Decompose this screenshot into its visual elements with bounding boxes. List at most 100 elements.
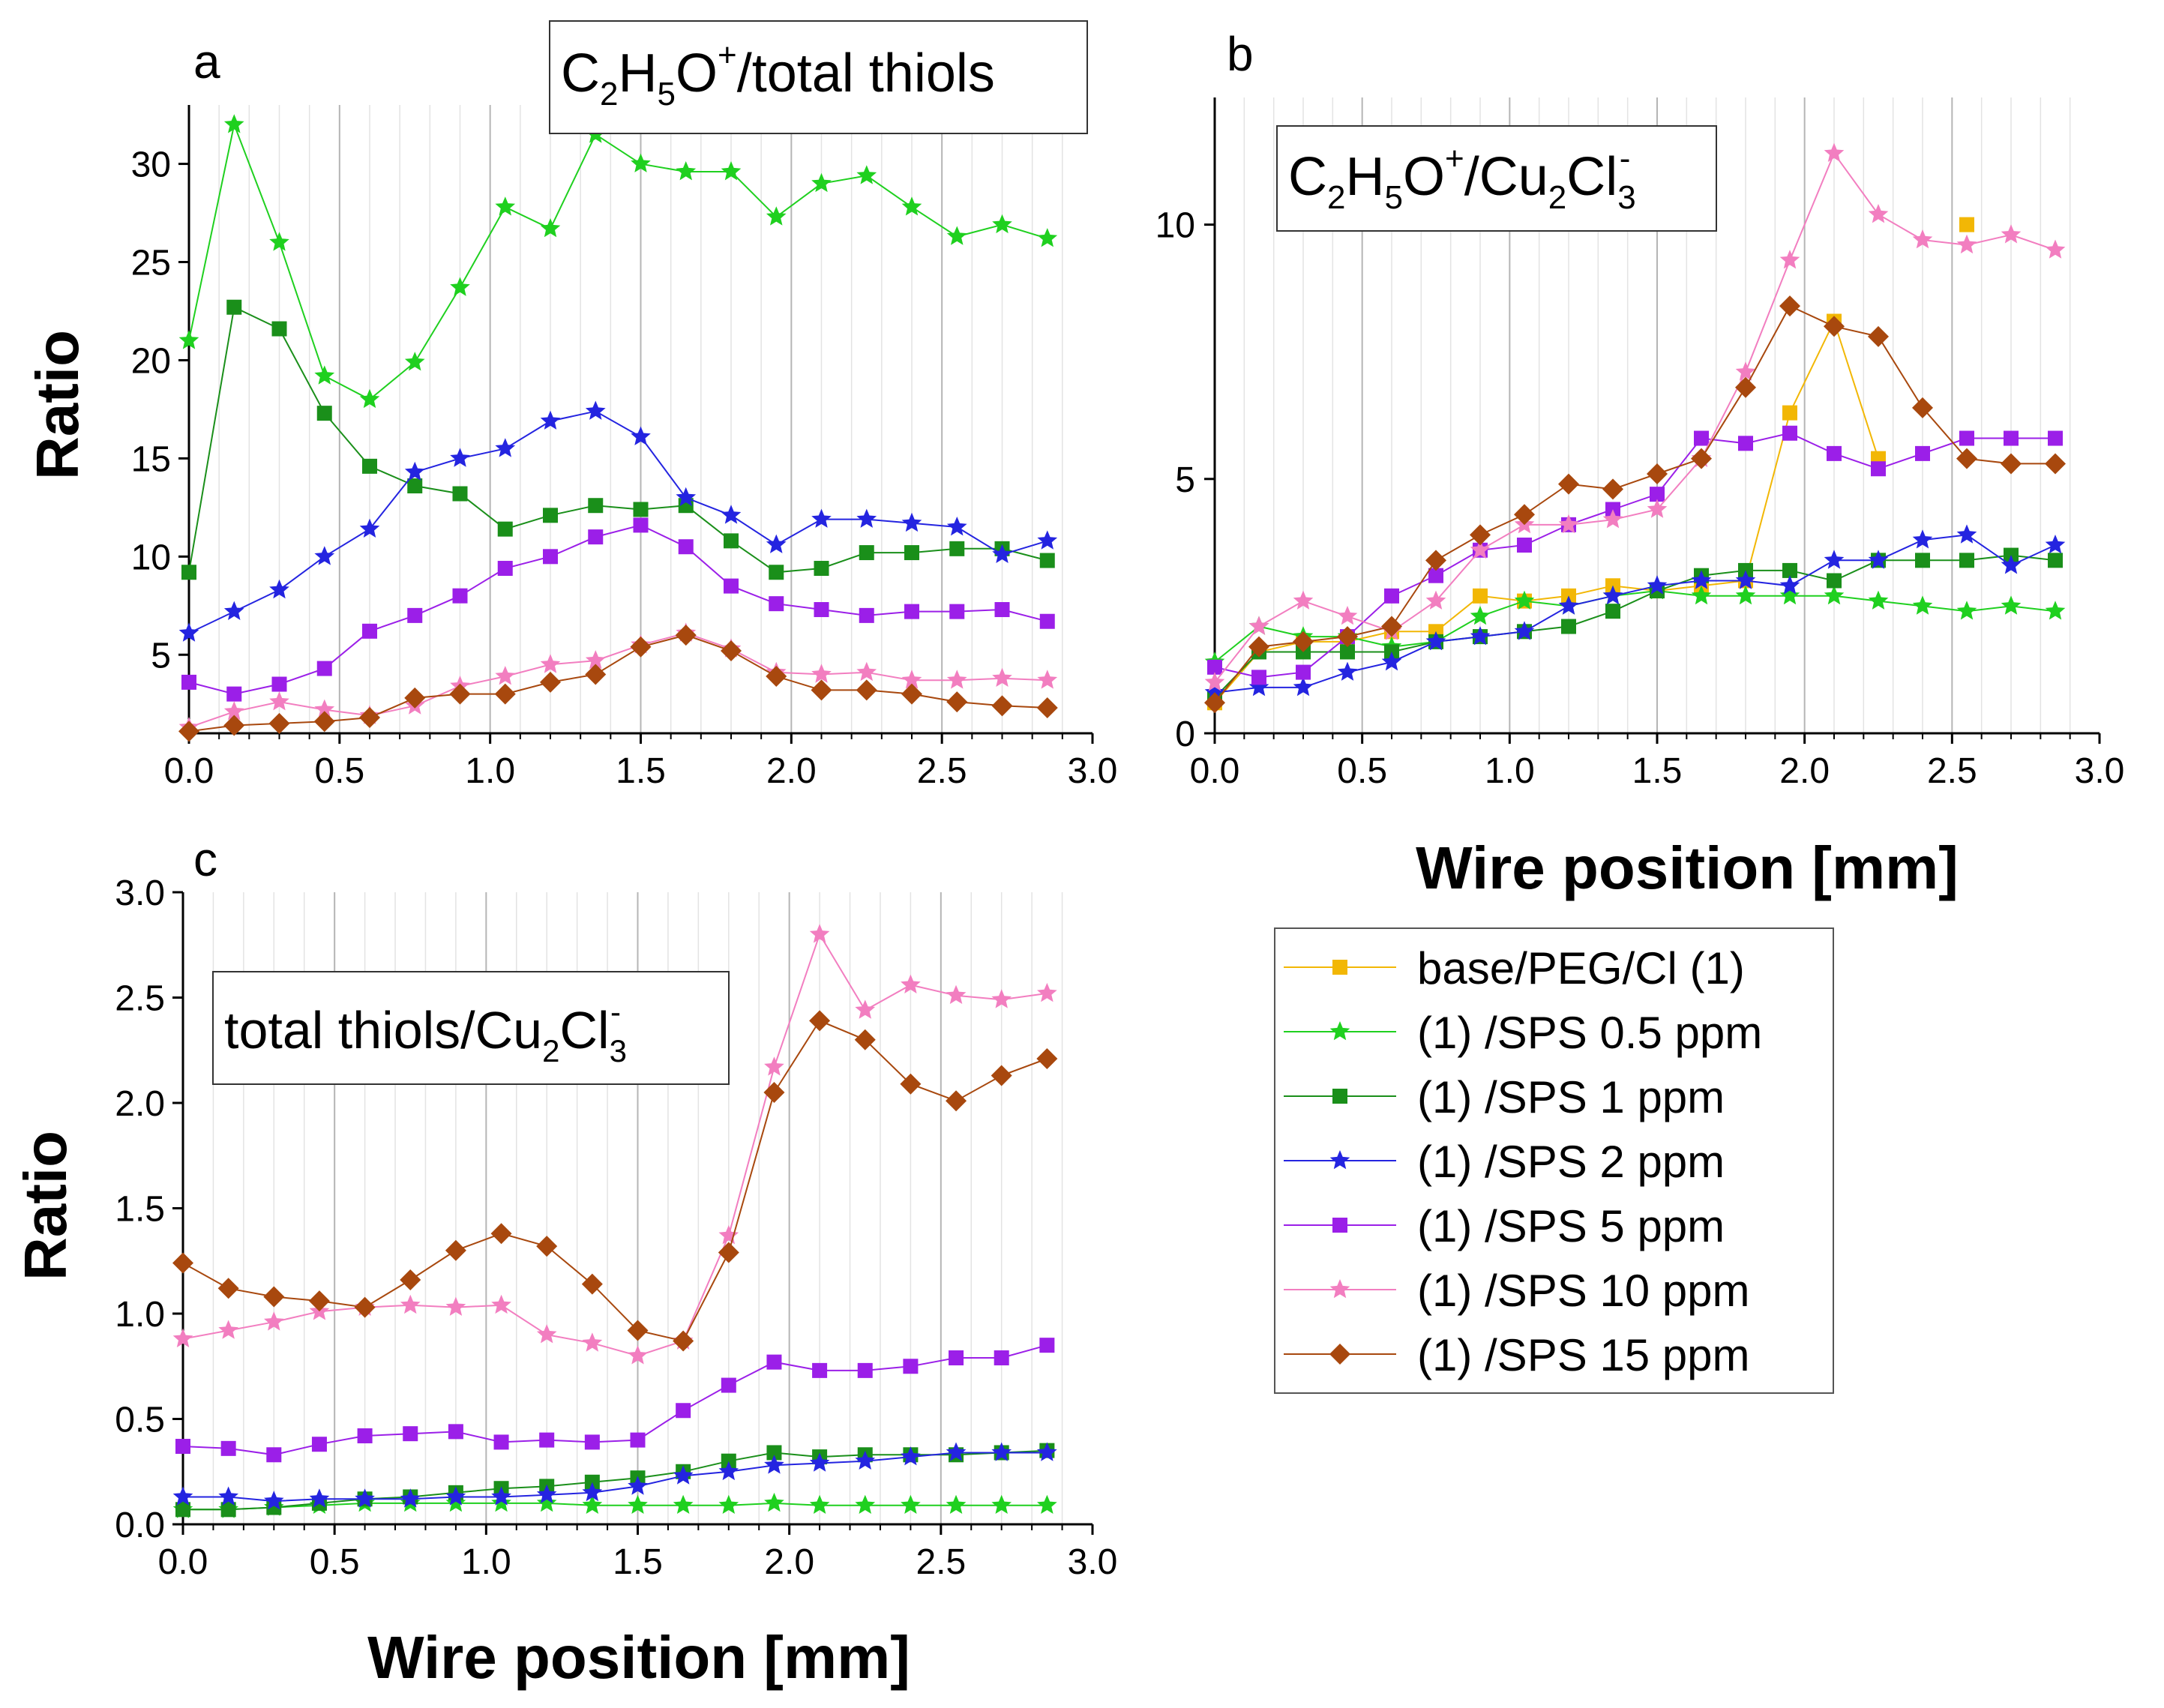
data-point [859,607,874,623]
data-point [1824,585,1845,605]
data-point [266,1447,282,1463]
legend-label: (1) /SPS 2 ppm [1417,1137,1725,1187]
x-tick-label: 0.0 [1190,751,1240,791]
data-point [676,1403,691,1419]
data-point [856,661,877,682]
legend-item-1-sps-2-ppm: (1) /SPS 2 ppm [1284,1137,1725,1187]
legend-item-1-sps-5-ppm: (1) /SPS 5 ppm [1284,1201,1725,1251]
panel-b-letter: b [1227,27,1254,81]
data-point [582,1332,603,1352]
series-line [1214,151,2056,683]
y-tick-label: 10 [1155,206,1195,246]
series-line [188,632,1048,729]
data-point [1381,652,1402,671]
data-point [855,1450,876,1470]
data-point [491,1294,511,1314]
panel-a: a 0.0 0.5 1.0 1.5 2.0 2.5 3.0 5 10 15 20 25 30 C2H5O… [24,20,1117,791]
data-point [1470,524,1491,546]
data-point [1735,376,1756,398]
data-point [1039,613,1055,629]
data-point [1912,595,1933,615]
data-point [450,448,470,467]
data-point [404,352,425,371]
data-point [400,1269,421,1291]
data-point [178,622,199,642]
data-point [452,486,468,502]
legend-item-1-sps-1-ppm: (1) /SPS 1 ppm [1284,1072,1725,1122]
data-point [2001,453,2022,475]
data-point [763,1081,785,1103]
series-1-sps-10-ppm [178,622,1058,736]
data-point [536,1492,557,1512]
data-point [1959,430,1974,446]
data-point [536,1236,558,1257]
data-point [314,699,335,718]
data-point [1293,590,1314,610]
data-point [1782,405,1797,421]
data-point [359,518,380,538]
data-point [1779,250,1800,269]
y-tick-label: 1.5 [115,1190,165,1230]
data-point [403,1426,418,1442]
data-point [452,588,468,604]
series-1-sps-0-5-ppm [172,1492,1057,1518]
series-line [188,306,1048,574]
data-point [497,561,513,577]
data-point [1207,659,1222,675]
x-tick-label: 0.5 [1337,751,1387,791]
data-point [582,1494,603,1514]
data-point [1956,601,1977,620]
series-1-sps-15-ppm [1204,295,2066,714]
data-point [992,544,1012,563]
data-point [631,426,651,445]
data-point [407,478,423,494]
data-point [362,458,377,474]
data-point [1959,217,1974,232]
data-point [540,671,561,693]
data-point [449,683,471,705]
data-point [1735,361,1756,381]
data-point [316,661,332,676]
legend-marker [1329,1344,1350,1365]
data-point [2001,224,2022,244]
series-1-sps-15-ppm [172,1010,1058,1352]
data-point [628,1494,648,1514]
legend-label: (1) /SPS 1 ppm [1417,1072,1725,1122]
data-point [1039,1338,1055,1353]
data-point [445,1296,466,1316]
data-point [900,1073,922,1095]
x-tick-label: 2.5 [917,751,967,791]
data-point [1337,661,1358,681]
x-tick-label: 2.5 [1927,751,1977,791]
data-point [491,1486,511,1506]
data-point [2004,430,2019,446]
data-point [1473,588,1488,604]
data-point [721,1377,736,1393]
data-point [809,1010,831,1032]
data-point [857,1362,873,1378]
data-point [2001,555,2022,574]
data-point [354,1296,376,1318]
data-point [362,623,377,639]
data-point [1514,504,1535,526]
data-point [497,521,513,537]
data-point [2048,430,2063,446]
data-point [949,1350,964,1366]
data-point [1782,425,1797,441]
series-line [182,932,1048,1357]
data-point [172,1252,193,1274]
data-point [220,1440,236,1456]
data-point [809,1494,830,1514]
data-point [628,1345,648,1365]
data-point [946,984,967,1004]
series-1-sps-5-ppm [181,517,1055,702]
data-point [1735,585,1756,605]
plot-b-area: 0.0 0.5 1.0 1.5 2.0 2.5 3.0 0 5 10 [1155,97,2124,791]
data-point [855,1494,876,1514]
x-tick-label: 1.0 [1485,751,1535,791]
data-point [1296,664,1311,680]
panel-b-xlabel: Wire position [mm] [1416,835,1959,901]
data-point [856,679,877,701]
data-point [721,640,742,662]
legend-label: (1) /SPS 5 ppm [1417,1201,1725,1251]
